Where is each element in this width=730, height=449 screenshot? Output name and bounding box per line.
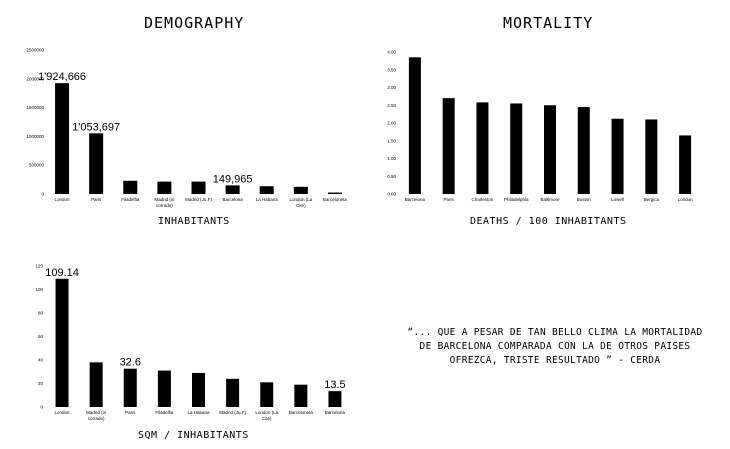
category-label: London <box>55 410 71 415</box>
category-label: Charleston <box>472 197 494 202</box>
category-label: Paris <box>444 197 455 202</box>
bar <box>328 391 342 407</box>
cerda-quote: “... QUE A PESAR DE TAN BELLO CLIMA LA M… <box>407 327 703 366</box>
category-label: Filadelfia <box>155 410 174 415</box>
y-tick-label: 0 <box>41 192 44 197</box>
y-tick-label: 120 <box>35 264 43 269</box>
y-tick-label: 1.00 <box>387 156 396 161</box>
category-label: Barceloneta <box>323 197 348 202</box>
bar <box>123 368 137 407</box>
data-label: 1'924,666 <box>38 71 86 83</box>
mortality-xlabel: DEATHS / 100 INHABITANTS <box>470 216 627 227</box>
y-tick-label: 1.50 <box>387 138 396 143</box>
bar <box>577 107 590 194</box>
data-label: 149,965 <box>213 173 253 185</box>
category-label: Philadelphia <box>504 197 529 202</box>
y-tick-label: 0.00 <box>387 192 396 197</box>
category-label: London <box>678 197 694 202</box>
bar <box>123 180 138 194</box>
y-tick-label: 2.00 <box>387 121 396 126</box>
bar <box>645 119 658 194</box>
data-label: 1'053,697 <box>72 121 120 133</box>
category-label: Boston <box>577 197 592 202</box>
demography-title: DEMOGRAPHY <box>144 14 245 32</box>
bar <box>408 57 421 195</box>
category-label: Madrid (in corrado) <box>86 410 107 421</box>
bar <box>476 102 489 194</box>
y-tick-label: 2000000 <box>26 76 44 81</box>
category-label: Madrid (Ju.F) <box>219 410 246 415</box>
category-label: London <box>55 197 71 202</box>
demography-xlabel: INHABITANTS <box>158 216 230 227</box>
category-label: Bergica <box>644 197 660 202</box>
y-tick-label: 3.50 <box>387 67 396 72</box>
category-label: La Habana <box>256 197 279 202</box>
y-tick-label: 3.00 <box>387 85 396 90</box>
category-label: Madrid (in corrado) <box>154 197 175 208</box>
bar <box>510 103 523 194</box>
bar <box>55 83 70 194</box>
bar <box>192 372 205 407</box>
bar <box>294 384 308 407</box>
y-tick-label: 20 <box>38 381 44 386</box>
category-label: Barcelona <box>325 410 346 415</box>
bar <box>226 378 240 407</box>
data-label: 32.6 <box>120 357 141 369</box>
category-label: La Habana <box>187 410 210 415</box>
category-label: Barcelona <box>405 197 426 202</box>
y-tick-label: 4.00 <box>387 50 396 55</box>
y-tick-label: 0 <box>40 405 43 410</box>
y-tick-label: 500000 <box>29 163 45 168</box>
bar <box>157 181 172 194</box>
y-tick-label: 1000000 <box>26 134 44 139</box>
category-label: Barcelona <box>222 197 243 202</box>
bar <box>225 185 240 194</box>
bar <box>260 382 274 407</box>
y-tick-label: 80 <box>38 311 44 316</box>
y-tick-label: 2500000 <box>26 48 44 53</box>
y-tick-label: 60 <box>38 334 44 339</box>
bar <box>157 370 171 407</box>
y-tick-label: 40 <box>38 358 44 363</box>
bar <box>327 192 342 194</box>
category-label: London (La Cité) <box>255 410 278 421</box>
bar <box>191 181 206 194</box>
category-label: Paris <box>125 410 136 415</box>
bar <box>544 105 556 194</box>
bar <box>679 135 692 194</box>
data-label: 109.14 <box>45 267 79 279</box>
data-label: 13.5 <box>324 379 345 391</box>
category-label: London (La Cité) <box>289 197 312 208</box>
bar <box>55 278 69 407</box>
category-label: Barceloneta <box>289 410 314 415</box>
bar <box>293 186 308 194</box>
category-label: Baltimore <box>540 197 560 202</box>
bar <box>611 118 624 194</box>
category-label: Paris <box>91 197 102 202</box>
category-label: Filadelfia <box>121 197 140 202</box>
bar <box>259 186 274 194</box>
sqm-xlabel: SQM / INHABITANTS <box>138 430 249 441</box>
y-tick-label: 100 <box>35 287 43 292</box>
bar <box>89 362 103 407</box>
bar <box>89 133 104 194</box>
y-tick-label: 2.50 <box>387 103 396 108</box>
y-tick-label: 0.50 <box>387 174 396 179</box>
category-label: Lowell <box>611 197 624 202</box>
y-tick-label: 1500000 <box>26 105 44 110</box>
bar <box>442 98 455 194</box>
category-label: Madrid (Ju.F) <box>185 197 212 202</box>
mortality-title: MORTALITY <box>503 14 594 32</box>
